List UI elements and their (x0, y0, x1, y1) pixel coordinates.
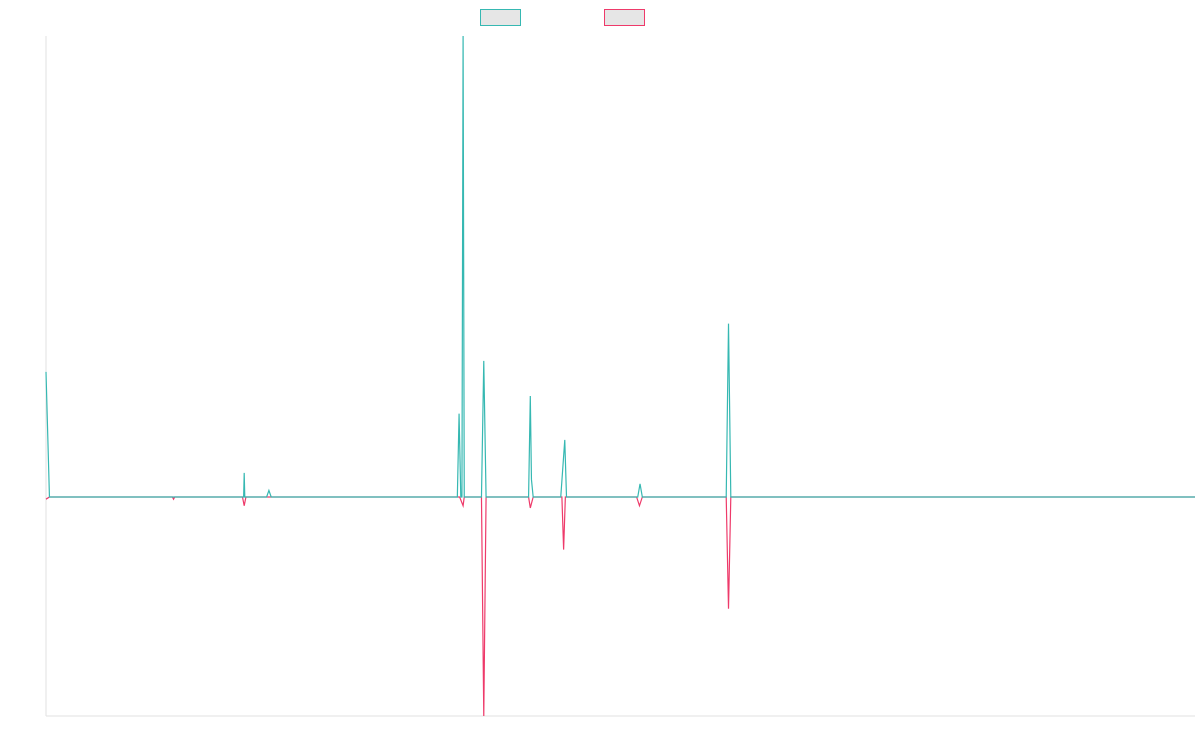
legend-swatch-series-2[interactable] (604, 9, 645, 26)
series-1-line (45, 35, 1195, 498)
legend-swatch-series-1[interactable] (480, 9, 521, 26)
series-2-line (45, 496, 1195, 717)
axes (45, 36, 1195, 717)
series-group (45, 35, 1195, 717)
legend[interactable] (480, 9, 645, 26)
